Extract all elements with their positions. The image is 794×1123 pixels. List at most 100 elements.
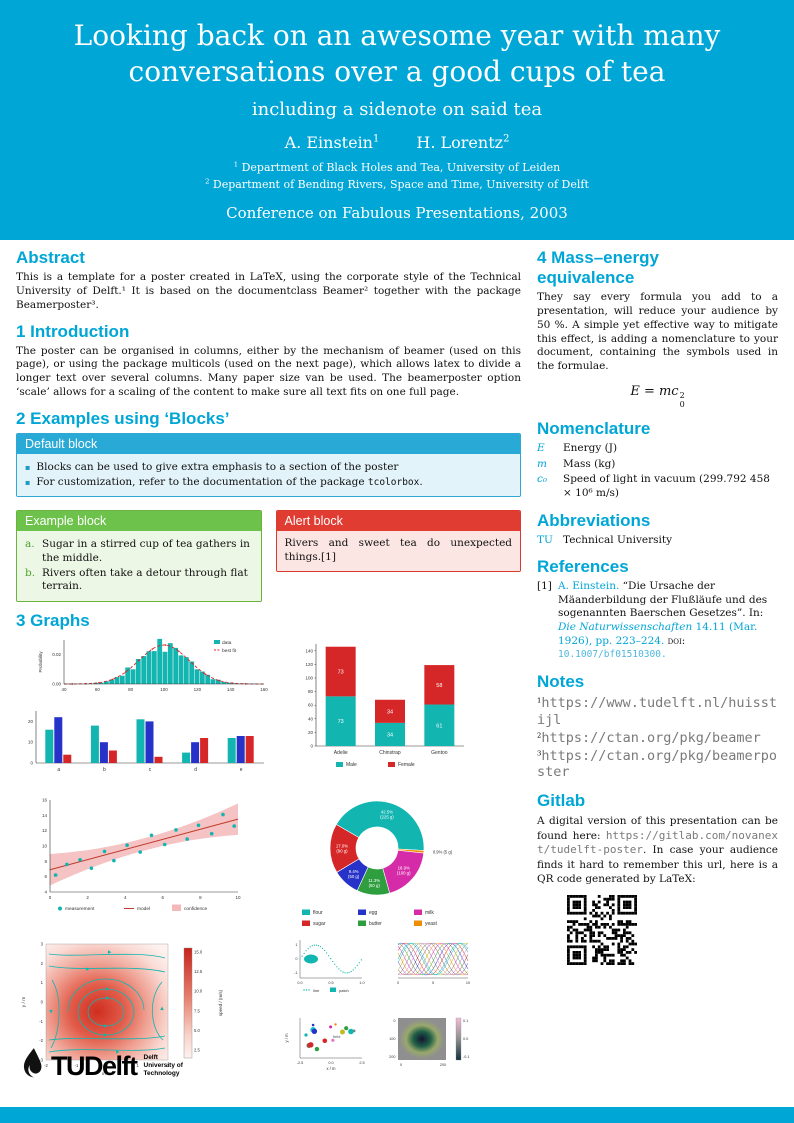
graphs-heading: 3 Graphs — [16, 610, 90, 630]
block-row: Example block a. Sugar in a stirred cup … — [16, 506, 521, 602]
svg-text:0.0: 0.0 — [297, 981, 302, 985]
svg-text:58: 58 — [436, 683, 442, 689]
nomenclature-heading: Nomenclature — [537, 418, 651, 438]
ingredients-donut-chart: 42.5% (225 g) 0.9% (5 g) 18.9% (100 g) 11.3%(… — [282, 786, 467, 941]
svg-text:1: 1 — [136, 1063, 139, 1068]
gitlab-text: A digital version of this presentation c… — [537, 815, 778, 886]
grouped-bar-chart: 0 10 20 a b c d e — [16, 706, 271, 789]
svg-text:d: d — [194, 767, 197, 773]
note-2: 2https://ctan.org/pkg/beamer — [537, 729, 761, 746]
svg-text:-1: -1 — [294, 971, 297, 975]
mass-energy-formula: E = mc 2 0 — [630, 384, 685, 409]
note-url-1[interactable]: https://www.tudelft.nl/huisstijl — [537, 694, 778, 728]
note-url-2[interactable]: https://ctan.org/pkg/beamer — [541, 729, 761, 746]
svg-text:y / m: y / m — [21, 997, 27, 1007]
svg-text:x / m: x / m — [326, 1066, 336, 1071]
svg-text:10: 10 — [28, 740, 34, 745]
svg-text:40: 40 — [61, 687, 67, 692]
svg-text:120: 120 — [194, 687, 202, 692]
svg-text:2.5: 2.5 — [359, 1061, 364, 1065]
svg-text:5.0: 5.0 — [194, 1028, 200, 1033]
svg-text:120: 120 — [305, 662, 313, 667]
svg-text:60: 60 — [308, 703, 314, 708]
abbreviation-row: TU Technical University — [537, 533, 673, 546]
note-url-3[interactable]: https://ctan.org/pkg/beamerposter — [537, 747, 778, 781]
svg-text:73: 73 — [338, 669, 344, 675]
svg-text:butter: butter — [369, 921, 382, 927]
svg-text:8: 8 — [44, 859, 47, 864]
svg-text:flour: flour — [313, 910, 323, 916]
example-item-a: a. Sugar in a stirred cup of tea gathers… — [25, 538, 250, 564]
svg-text:5: 5 — [432, 981, 434, 985]
svg-text:x / m: x / m — [102, 1071, 112, 1077]
svg-text:9.4%: 9.4% — [349, 869, 359, 874]
svg-text:data: data — [222, 640, 232, 646]
svg-text:1.0: 1.0 — [359, 981, 364, 985]
example-item-b: b. Rivers often take a detour through fl… — [25, 566, 248, 593]
svg-text:line: line — [313, 988, 320, 993]
svg-text:4: 4 — [44, 889, 47, 894]
mass-energy-text: They say every formula you add to a pres… — [537, 291, 778, 373]
svg-text:15.0: 15.0 — [194, 949, 203, 954]
penguin-stacked-bar-chart: 0 20 40 60 80 100 120 140 73 73 Adelie 34 34 Chinstra… — [284, 636, 484, 786]
svg-text:field: field — [333, 1034, 340, 1039]
svg-text:Chinstrap: Chinstrap — [379, 750, 401, 756]
nomenclature-row: c₀ Speed of light in vacuum (299.792 458… — [537, 473, 770, 499]
poster-subtitle: including a sidenote on said tea — [251, 98, 543, 120]
svg-text:0: 0 — [400, 1063, 402, 1067]
svg-text:Probability: Probability — [38, 651, 43, 673]
gitlab-url[interactable]: https://gitlab.com/novanext/tudelft-post… — [537, 828, 778, 857]
tu-delft-flame-icon — [23, 1048, 42, 1078]
svg-text:-2: -2 — [44, 1063, 48, 1068]
svg-text:34: 34 — [387, 732, 393, 738]
svg-text:0.02: 0.02 — [52, 652, 61, 657]
mass-energy-heading: 4 Mass–energy equivalence — [537, 248, 659, 287]
doi-link[interactable]: 10.1007/bf01510300. — [558, 649, 667, 661]
svg-text:0: 0 — [397, 981, 399, 985]
svg-text:(60 g): (60 g) — [369, 883, 381, 888]
small-multiples-chart: 0.0 0.5 1.0 -1 0 1 line patch 0 5 10 field -2.5 0.0 2.… — [276, 932, 491, 1089]
svg-text:0: 0 — [310, 743, 313, 748]
svg-text:best fit: best fit — [222, 648, 237, 654]
svg-text:20: 20 — [308, 730, 314, 735]
svg-text:6: 6 — [44, 874, 47, 879]
alert-block: Alert block Rivers and sweet tea do unex… — [275, 510, 521, 572]
affiliation-1: 1 Department of Black Holes and Tea, Uni… — [233, 160, 561, 174]
default-block-item-1: ▪ Blocks can be used to give extra empha… — [25, 461, 399, 474]
svg-text:100: 100 — [160, 687, 168, 692]
svg-text:14: 14 — [42, 813, 48, 818]
note-3: 3https://ctan.org/pkg/beamerposter — [537, 747, 778, 781]
poster-title: Looking back on an awesome year with man… — [73, 19, 721, 88]
reference-1: [1] A. Einstein. “Die Ursache der Mäande… — [537, 580, 768, 661]
svg-text:y / m: y / m — [284, 1033, 289, 1043]
nomenclature-row: m Mass (kg) — [537, 457, 616, 470]
bullet-icon: ▪ — [25, 463, 31, 473]
svg-text:11.3%: 11.3% — [368, 878, 380, 883]
svg-text:(90 g): (90 g) — [336, 848, 348, 853]
svg-text:-1: -1 — [75, 1063, 79, 1068]
svg-text:-1: -1 — [39, 1019, 43, 1024]
alert-block-title: Alert block — [276, 511, 520, 532]
notes-heading: Notes — [537, 671, 585, 691]
svg-text:a: a — [57, 767, 60, 773]
svg-text:10: 10 — [42, 843, 48, 848]
svg-text:0.00: 0.00 — [52, 681, 61, 686]
author-2: H. Lorentz2 — [416, 132, 510, 152]
introduction-heading: 1 Introduction — [16, 321, 130, 341]
svg-text:0.1: 0.1 — [463, 1019, 468, 1023]
svg-text:0: 0 — [295, 957, 297, 961]
svg-text:-3: -3 — [39, 1057, 43, 1062]
right-column: 4 Mass–energy equivalence They say every… — [537, 244, 778, 1086]
example-block-title: Example block — [17, 511, 261, 532]
poster-header: Looking back on an awesome year with man… — [0, 0, 794, 240]
svg-text:80: 80 — [128, 687, 134, 692]
svg-text:1: 1 — [41, 980, 44, 985]
svg-text:34: 34 — [387, 709, 393, 715]
svg-text:Male: Male — [346, 762, 357, 768]
authors-line: A. Einstein1 H. Lorentz2 — [38, 133, 756, 152]
svg-text:0: 0 — [106, 1063, 109, 1068]
default-block-item-2: ▪ For customization, refer to the docume… — [25, 475, 423, 488]
svg-text:(50 g): (50 g) — [348, 874, 360, 879]
